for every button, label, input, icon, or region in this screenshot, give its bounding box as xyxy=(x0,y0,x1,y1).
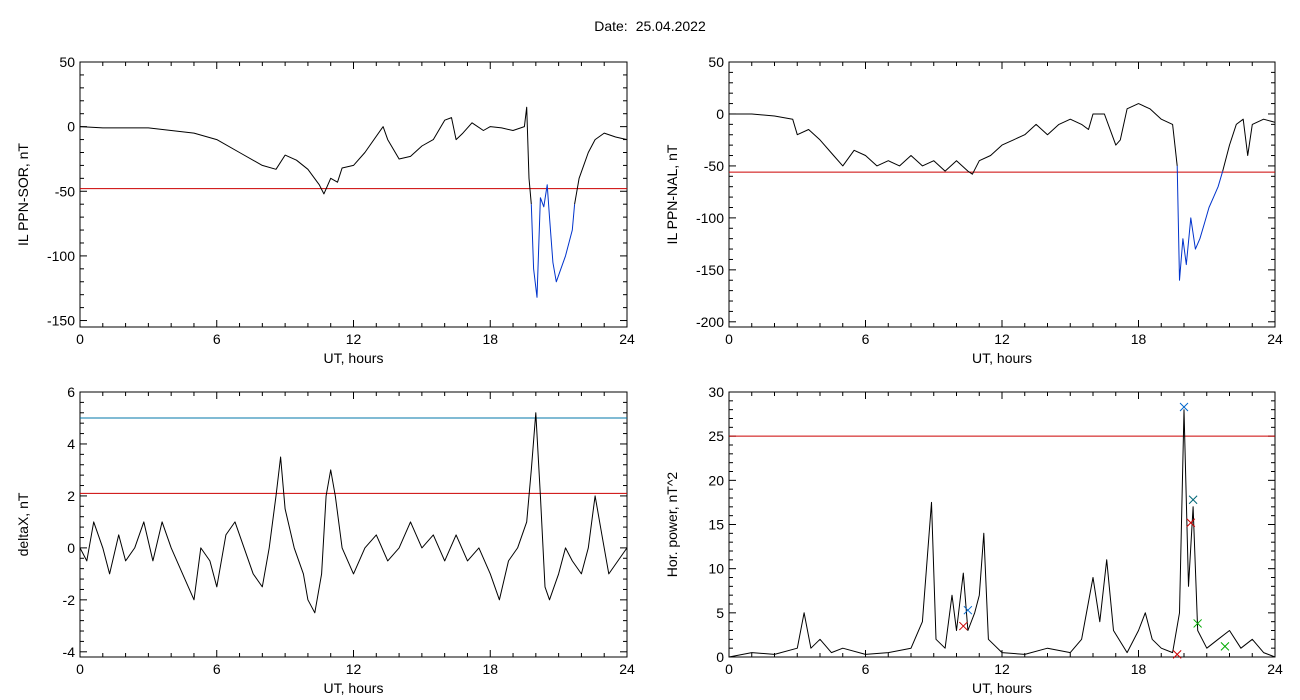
y-tick-label: -50 xyxy=(704,158,724,174)
y-tick-label: -150 xyxy=(696,262,724,278)
y-tick-label: -200 xyxy=(696,314,724,330)
x-axis-label: UT, hours xyxy=(324,680,384,696)
y-tick-label: 0 xyxy=(716,106,724,122)
y-tick-label: 20 xyxy=(708,472,724,488)
peak-marker-stroke xyxy=(1220,642,1230,651)
y-tick-label: -100 xyxy=(47,248,75,264)
peak-marker-stroke xyxy=(1188,495,1198,505)
y-tick-label: -2 xyxy=(63,592,76,608)
y-tick-label: 2 xyxy=(67,488,75,504)
x-tick-label: 18 xyxy=(482,661,498,677)
peak-marker-stroke xyxy=(963,605,973,615)
y-tick-label: 0 xyxy=(67,540,75,556)
y-axis-label: Hor. power, nT^2 xyxy=(664,472,680,578)
series-line-2 xyxy=(1176,165,1224,281)
x-tick-label: 18 xyxy=(482,331,498,347)
y-tick-label: 5 xyxy=(716,605,724,621)
x-tick-label: 24 xyxy=(1267,661,1283,677)
y-tick-label: 10 xyxy=(708,561,724,577)
y-tick-label: -4 xyxy=(63,644,76,660)
y-tick-label: 15 xyxy=(708,517,724,533)
y-tick-label: 0 xyxy=(716,649,724,665)
series-line-1 xyxy=(729,103,1178,175)
x-tick-label: 0 xyxy=(76,661,84,677)
plot-frame xyxy=(79,61,628,328)
peak-marker xyxy=(958,621,968,631)
date-label: Date: xyxy=(594,18,628,34)
peak-marker-stroke xyxy=(1186,518,1196,528)
series-line-2 xyxy=(530,184,576,298)
y-tick-label: -100 xyxy=(696,210,724,226)
y-axis-label: IL PPN-SOR, nT xyxy=(15,143,31,246)
x-tick-label: 24 xyxy=(619,661,635,677)
x-tick-label: 6 xyxy=(862,661,870,677)
x-tick-label: 12 xyxy=(346,331,362,347)
x-tick-label: 12 xyxy=(994,331,1010,347)
y-axis-label: IL PPN-NAL, nT xyxy=(664,144,680,244)
series-line-1 xyxy=(79,412,628,614)
peak-marker xyxy=(963,605,973,615)
plot-frame xyxy=(728,61,1276,328)
peak-marker-stroke xyxy=(1193,619,1203,628)
x-axis-label: UT, hours xyxy=(972,350,1032,366)
x-tick-label: 18 xyxy=(1131,661,1147,677)
y-tick-label: 6 xyxy=(67,384,75,400)
y-tick-label: 25 xyxy=(708,428,724,444)
x-tick-label: 18 xyxy=(1131,331,1147,347)
series-line-3 xyxy=(1222,118,1276,172)
x-tick-label: 24 xyxy=(619,331,635,347)
y-tick-label: -50 xyxy=(55,183,75,199)
peak-marker xyxy=(1179,402,1189,412)
x-tick-label: 24 xyxy=(1267,331,1283,347)
x-tick-label: 12 xyxy=(346,661,362,677)
peak-marker xyxy=(1220,642,1230,651)
date-value: 25.04.2022 xyxy=(635,18,706,34)
y-axis-label: deltaX, nT xyxy=(15,492,31,556)
peak-marker-stroke xyxy=(1172,649,1182,659)
series-line-1 xyxy=(79,106,532,205)
y-tick-label: -150 xyxy=(47,313,75,329)
y-tick-label: 50 xyxy=(708,54,724,70)
x-tick-label: 6 xyxy=(213,331,221,347)
peak-marker xyxy=(1172,649,1182,659)
y-tick-label: 4 xyxy=(67,436,75,452)
plot-frame xyxy=(79,391,628,658)
peak-marker xyxy=(1186,518,1196,528)
x-axis-label: UT, hours xyxy=(972,680,1032,696)
chart-4: 0 6 12 18 24 0 5 10 15 20 25 30 UT, hours Hor. power,… xyxy=(664,384,1283,696)
x-tick-label: 0 xyxy=(76,331,84,347)
series-line-3 xyxy=(574,132,628,205)
peak-marker xyxy=(1188,495,1198,505)
x-tick-label: 12 xyxy=(994,661,1010,677)
x-tick-label: 6 xyxy=(862,331,870,347)
x-tick-label: 6 xyxy=(213,661,221,677)
y-tick-label: 0 xyxy=(67,119,75,135)
chart-1: 0 6 12 18 24 -150 -100 -50 0 50 UT, hours IL PPN-SO… xyxy=(15,54,635,366)
series-line-1 xyxy=(728,409,1276,658)
peak-marker-stroke xyxy=(958,621,968,631)
peak-marker xyxy=(1193,619,1203,628)
y-tick-label: 50 xyxy=(59,54,75,70)
x-axis-label: UT, hours xyxy=(324,350,384,366)
x-tick-label: 0 xyxy=(725,661,733,677)
x-tick-label: 0 xyxy=(725,331,733,347)
chart-2: 0 6 12 18 24 -200 -150 -100 -50 0 50 UT, hours IL PP… xyxy=(664,54,1283,366)
peak-marker-stroke xyxy=(1179,402,1189,412)
y-tick-label: 30 xyxy=(708,384,724,400)
page-title: Date: 25.04.2022 xyxy=(0,18,1300,34)
